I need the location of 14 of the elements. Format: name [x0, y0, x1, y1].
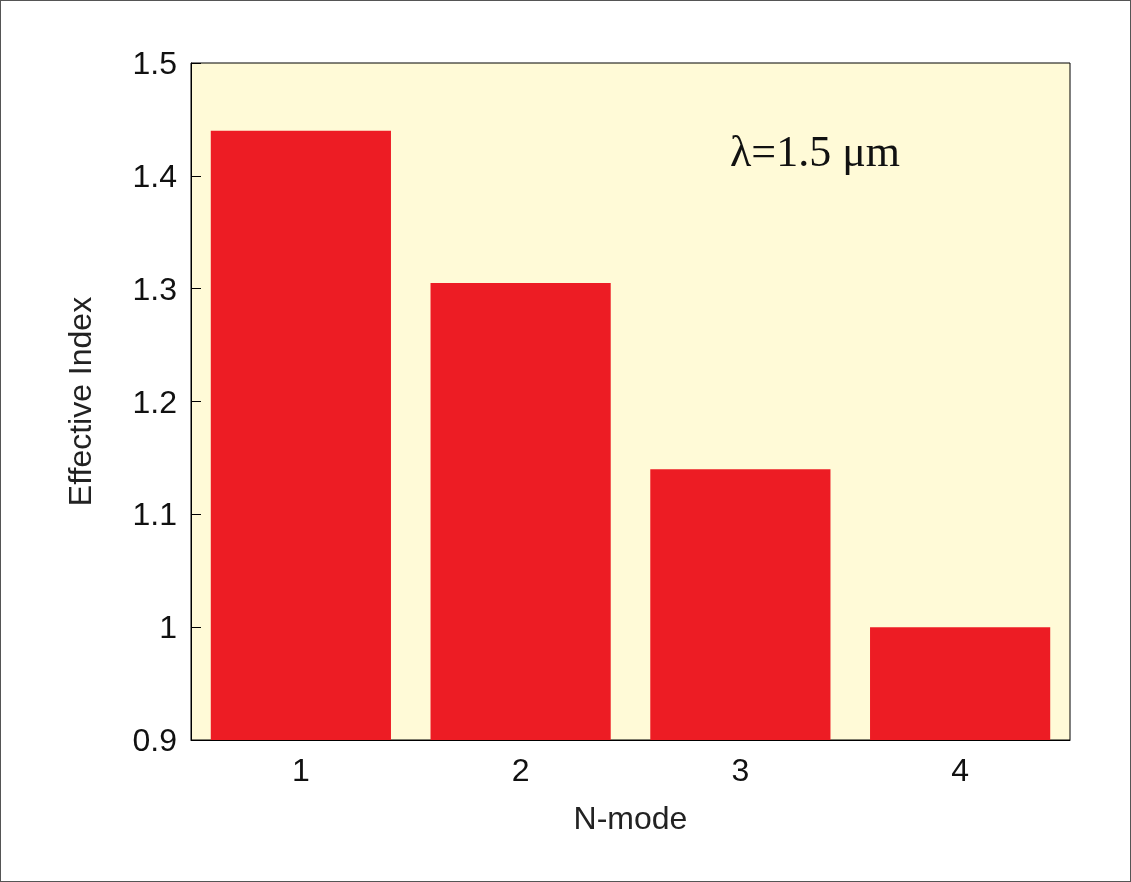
annotation: λ=1.5 μm: [730, 126, 901, 176]
y-axis-title: Effective Index: [62, 296, 98, 507]
y-tick-label: 1.2: [132, 383, 177, 420]
y-tick-label: 1: [159, 609, 177, 646]
x-tick-label: 3: [731, 752, 750, 788]
x-tick-label: 2: [511, 752, 530, 788]
y-tick-label: 1.3: [132, 270, 177, 307]
y-tick-label: 1.4: [132, 157, 177, 194]
y-tick-label: 1.1: [132, 496, 177, 533]
x-tick-label: 4: [951, 752, 970, 788]
y-tick-label: 0.9: [132, 722, 177, 758]
y-tick-label: 1.5: [132, 45, 177, 81]
x-axis-title: N-mode: [573, 800, 688, 836]
x-tick-label: 1: [291, 752, 310, 788]
